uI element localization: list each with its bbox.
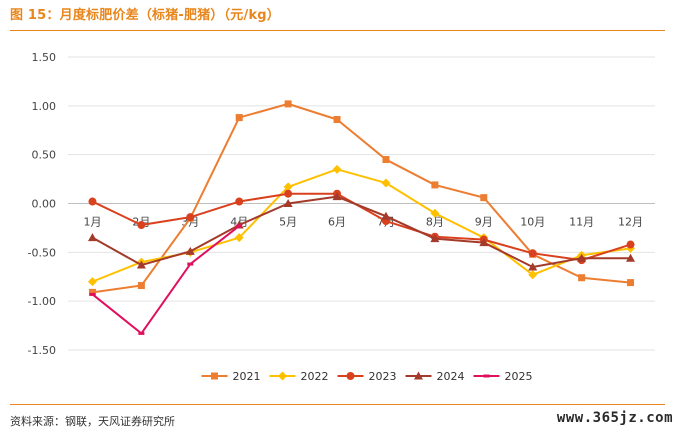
series-2025	[89, 224, 243, 335]
data-point	[430, 234, 440, 243]
data-point	[382, 156, 390, 164]
data-point	[234, 233, 244, 243]
data-point	[381, 211, 391, 220]
data-point	[332, 164, 342, 174]
watermark: www.365jz.com	[556, 410, 673, 426]
data-point	[578, 274, 586, 282]
data-point	[626, 240, 635, 249]
x-tick-label: 5月	[279, 216, 297, 229]
data-point	[137, 220, 146, 229]
gridlines	[68, 56, 655, 351]
legend-item: 2022	[269, 370, 329, 383]
data-point	[430, 208, 440, 218]
data-point	[235, 114, 243, 122]
data-point	[136, 260, 146, 269]
data-point	[87, 233, 97, 242]
data-point	[137, 282, 145, 290]
line-chart: 1.501.000.500.00-0.50-1.00-1.501月2月3月4月5…	[28, 51, 655, 383]
chart-title: 图 15：月度标肥价差（标猪-肥猪）（元/kg）	[10, 8, 281, 23]
data-point	[528, 270, 538, 280]
legend-marker	[278, 371, 287, 381]
x-tick-label: 12月	[618, 216, 643, 229]
data-point	[283, 182, 293, 192]
data-point	[577, 253, 587, 262]
data-point	[138, 331, 145, 335]
x-tick-label: 8月	[426, 216, 444, 229]
data-point	[627, 279, 635, 287]
data-point	[528, 249, 537, 258]
series-line	[92, 102, 631, 294]
data-point	[480, 194, 488, 202]
source-note: 资料来源：钢联，天风证券研究所	[10, 415, 175, 428]
series-2023	[88, 189, 635, 265]
y-tick-label: -0.50	[28, 246, 56, 259]
y-tick-label: -1.50	[28, 344, 56, 357]
data-point	[88, 288, 96, 296]
legend-marker	[414, 371, 423, 380]
footer-rule	[10, 404, 665, 405]
data-point	[284, 189, 293, 198]
series-2022	[87, 164, 636, 287]
x-tick-label: 11月	[569, 216, 594, 229]
legend-marker	[483, 374, 490, 378]
data-point	[284, 100, 292, 108]
data-point	[88, 197, 97, 206]
y-tick-label: 0.50	[32, 149, 57, 162]
data-point	[187, 262, 194, 266]
legend-label: 2023	[369, 370, 397, 383]
x-tick-label: 6月	[328, 216, 346, 229]
data-point	[186, 213, 195, 222]
x-tick-label: 1月	[83, 216, 101, 229]
data-point	[626, 253, 636, 262]
legend-item: 2024	[405, 370, 465, 383]
y-tick-label: 1.00	[32, 100, 57, 113]
legend-label: 2022	[301, 370, 329, 383]
legend-marker	[346, 372, 355, 380]
legend-label: 2025	[505, 370, 533, 383]
y-tick-label: 1.50	[32, 51, 57, 64]
legend-label: 2021	[233, 370, 261, 383]
legend-marker	[211, 372, 218, 380]
data-point	[87, 277, 97, 287]
series-line	[91, 195, 631, 268]
data-point	[381, 178, 391, 188]
data-point	[185, 246, 195, 255]
legend-item: 2023	[337, 370, 397, 383]
legend-item: 2025	[473, 370, 533, 383]
data-point	[479, 238, 489, 247]
data-point	[332, 192, 342, 201]
y-tick-label: -1.00	[28, 295, 56, 308]
data-point	[283, 199, 293, 207]
series-line	[91, 225, 240, 335]
x-tick-label: 10月	[520, 216, 545, 229]
data-point	[236, 224, 243, 228]
y-tick-label: 0.00	[32, 198, 57, 211]
legend-item: 2021	[201, 370, 261, 383]
legend: 2021 2022 2023 2024 2025	[201, 370, 533, 383]
data-point	[528, 262, 538, 271]
x-tick-label: 9月	[475, 216, 493, 229]
data-point	[89, 292, 96, 296]
title-rule	[10, 30, 665, 31]
legend-label: 2024	[437, 370, 465, 383]
data-point	[431, 181, 439, 189]
series-2024	[87, 192, 636, 271]
data-point	[235, 197, 244, 206]
data-point	[333, 116, 341, 124]
